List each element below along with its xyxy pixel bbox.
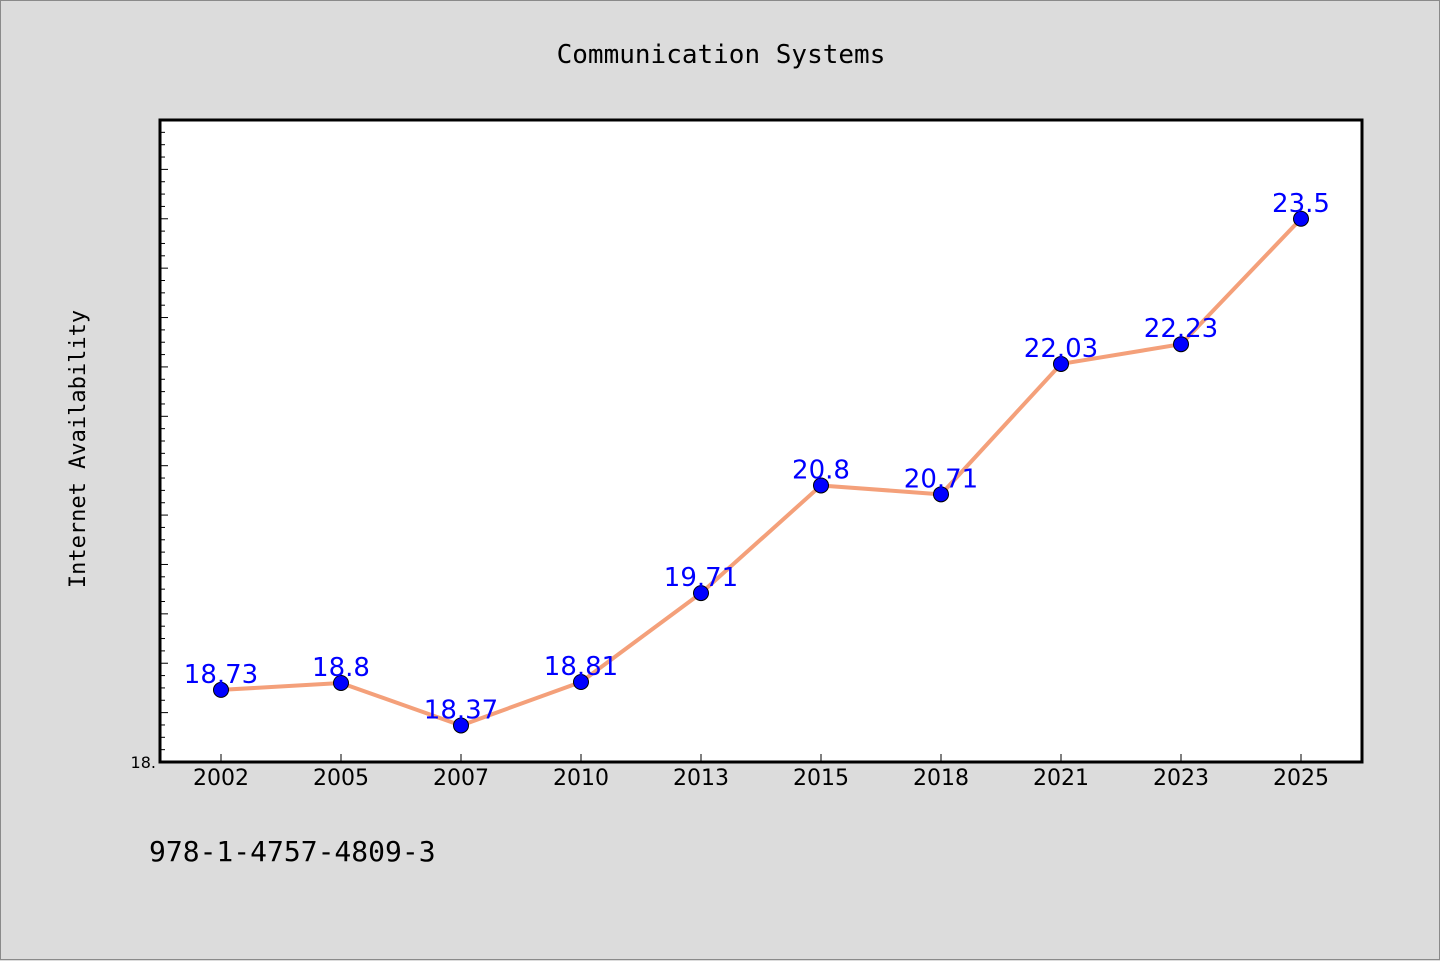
x-tick-label: 2007 xyxy=(433,766,489,791)
data-point xyxy=(453,717,469,734)
x-tick-label: 2021 xyxy=(1033,766,1089,791)
chart-title: Communication Systems xyxy=(557,40,886,70)
data-point xyxy=(693,585,709,602)
x-tick-label: 2015 xyxy=(793,766,849,791)
x-tick-label: 2013 xyxy=(673,766,729,791)
data-label: 18.81 xyxy=(544,652,618,682)
x-tick-label: 2023 xyxy=(1153,766,1209,791)
data-point xyxy=(933,486,949,503)
x-axis-ticks: 2002 2005 2007 2010 2013 2015 2018 2021 2023 2025 xyxy=(193,754,1329,791)
data-label: 18.37 xyxy=(424,695,498,725)
data-label: 19.71 xyxy=(664,563,738,593)
data-point xyxy=(333,674,349,691)
data-point xyxy=(1293,210,1309,227)
isbn-footnote: 978-1-4757-4809-3 xyxy=(149,835,436,868)
data-point xyxy=(813,477,829,494)
x-tick-label: 2018 xyxy=(913,766,969,791)
data-point xyxy=(1173,336,1189,353)
y-tick-label: 18. xyxy=(131,753,156,772)
data-label: 20.8 xyxy=(792,455,850,485)
x-tick-label: 2002 xyxy=(193,766,249,791)
data-point xyxy=(573,673,589,690)
x-tick-label: 2005 xyxy=(313,766,369,791)
x-tick-label: 2010 xyxy=(553,766,609,791)
data-point xyxy=(213,681,229,698)
x-tick-label: 2025 xyxy=(1273,766,1329,791)
series-line xyxy=(220,217,1303,728)
data-label: 20.71 xyxy=(904,464,978,494)
y-axis-label: Internet Availability xyxy=(66,310,91,588)
data-label: 18.8 xyxy=(312,653,370,683)
y-axis-ticks: 18. xyxy=(131,119,168,772)
data-label: 23.5 xyxy=(1272,189,1330,219)
series-layer: 18.73 18.8 18.37 18.81 19.71 20.8 20.71 22.03 22… xyxy=(184,189,1330,734)
data-label: 18.73 xyxy=(184,660,258,690)
plot-area xyxy=(158,118,1364,764)
data-point xyxy=(1053,355,1069,372)
data-label: 22.23 xyxy=(1144,314,1218,344)
data-label: 22.03 xyxy=(1024,334,1098,364)
